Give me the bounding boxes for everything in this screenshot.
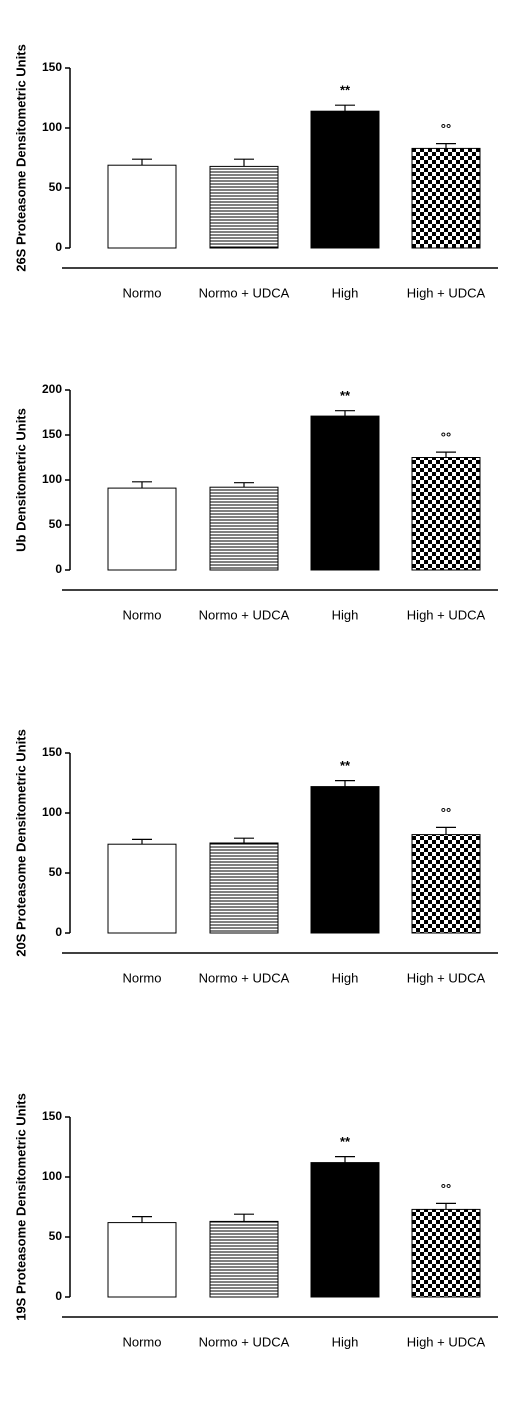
- x-tick-label: High: [332, 970, 359, 985]
- annotation: °°: [441, 1181, 451, 1196]
- annotation: **: [340, 83, 351, 98]
- annotation: **: [340, 388, 351, 403]
- bar: [107, 164, 177, 249]
- bar: [411, 457, 481, 571]
- bar: [107, 487, 177, 571]
- x-tick-label: Normo: [122, 970, 161, 985]
- bar: [209, 1220, 279, 1298]
- y-tick-label: 100: [42, 472, 62, 486]
- x-tick-label: High + UDCA: [407, 607, 486, 622]
- y-tick-label: 0: [55, 240, 62, 254]
- y-tick-label: 150: [42, 427, 62, 441]
- x-tick-label: High + UDCA: [407, 1334, 486, 1349]
- y-tick-label: 150: [42, 1109, 62, 1123]
- y-axis-label: Ub Densitometric Units: [13, 408, 28, 552]
- annotation: °°: [441, 430, 451, 445]
- x-tick-label: High: [332, 285, 359, 300]
- y-tick-label: 50: [49, 1229, 63, 1243]
- bar: [310, 786, 380, 934]
- x-tick-label: Normo: [122, 607, 161, 622]
- bar: [209, 486, 279, 571]
- bar: [209, 165, 279, 249]
- y-tick-label: 0: [55, 1289, 62, 1303]
- x-tick-label: Normo + UDCA: [199, 1334, 290, 1349]
- y-tick-label: 200: [42, 382, 62, 396]
- y-tick-label: 100: [42, 120, 62, 134]
- x-tick-label: Normo + UDCA: [199, 607, 290, 622]
- y-tick-label: 100: [42, 805, 62, 819]
- bar: [107, 843, 177, 934]
- y-axis-label: 26S Proteasome Densitometric Units: [13, 44, 28, 272]
- y-axis-label: 20S Proteasome Densitometric Units: [13, 729, 28, 957]
- x-tick-label: High + UDCA: [407, 970, 486, 985]
- bar: [310, 1162, 380, 1298]
- annotation: **: [340, 1134, 351, 1149]
- annotation: **: [340, 758, 351, 773]
- bar: [310, 110, 380, 249]
- x-tick-label: Normo: [122, 285, 161, 300]
- x-tick-label: High: [332, 1334, 359, 1349]
- y-tick-label: 50: [49, 180, 63, 194]
- bar: [411, 1208, 481, 1298]
- y-axis-label: 19S Proteasome Densitometric Units: [13, 1093, 28, 1321]
- bar: [209, 842, 279, 934]
- y-tick-label: 100: [42, 1169, 62, 1183]
- annotation: °°: [441, 121, 451, 136]
- y-tick-label: 50: [49, 865, 63, 879]
- y-tick-label: 150: [42, 745, 62, 759]
- y-tick-label: 150: [42, 60, 62, 74]
- bar: [411, 147, 481, 249]
- x-tick-label: Normo + UDCA: [199, 285, 290, 300]
- x-tick-label: High + UDCA: [407, 285, 486, 300]
- x-tick-label: High: [332, 607, 359, 622]
- x-tick-label: Normo + UDCA: [199, 970, 290, 985]
- y-tick-label: 0: [55, 562, 62, 576]
- annotation: °°: [441, 805, 451, 820]
- bar: [411, 834, 481, 934]
- y-tick-label: 0: [55, 925, 62, 939]
- bar: [107, 1222, 177, 1298]
- y-tick-label: 50: [49, 517, 63, 531]
- x-tick-label: Normo: [122, 1334, 161, 1349]
- bar: [310, 415, 380, 571]
